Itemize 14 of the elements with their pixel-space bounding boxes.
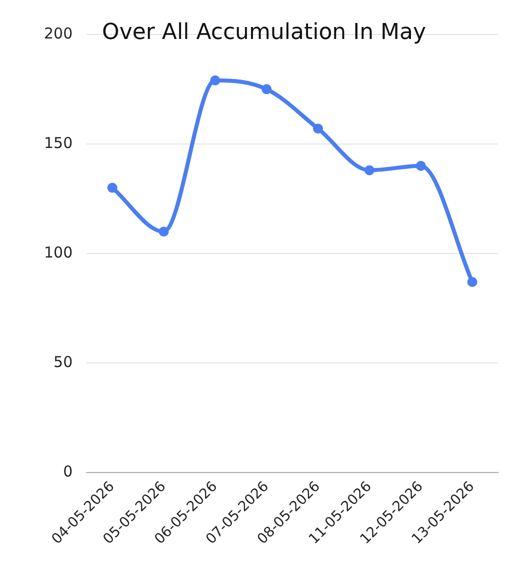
point: [210, 75, 220, 86]
point: [364, 165, 374, 176]
point: [313, 124, 324, 134]
y-tick-label: 150: [44, 134, 73, 152]
y-tick-label: 200: [44, 24, 73, 42]
point: [107, 182, 118, 193]
chart-title: Over All Accumulation In May: [102, 20, 426, 45]
y-tick-label: 0: [63, 462, 73, 480]
y-tick-label: 100: [44, 243, 73, 262]
point: [467, 276, 478, 287]
y-tick-label: 50: [54, 352, 73, 371]
point: [158, 226, 169, 237]
point: [262, 84, 272, 94]
point: [416, 160, 426, 171]
